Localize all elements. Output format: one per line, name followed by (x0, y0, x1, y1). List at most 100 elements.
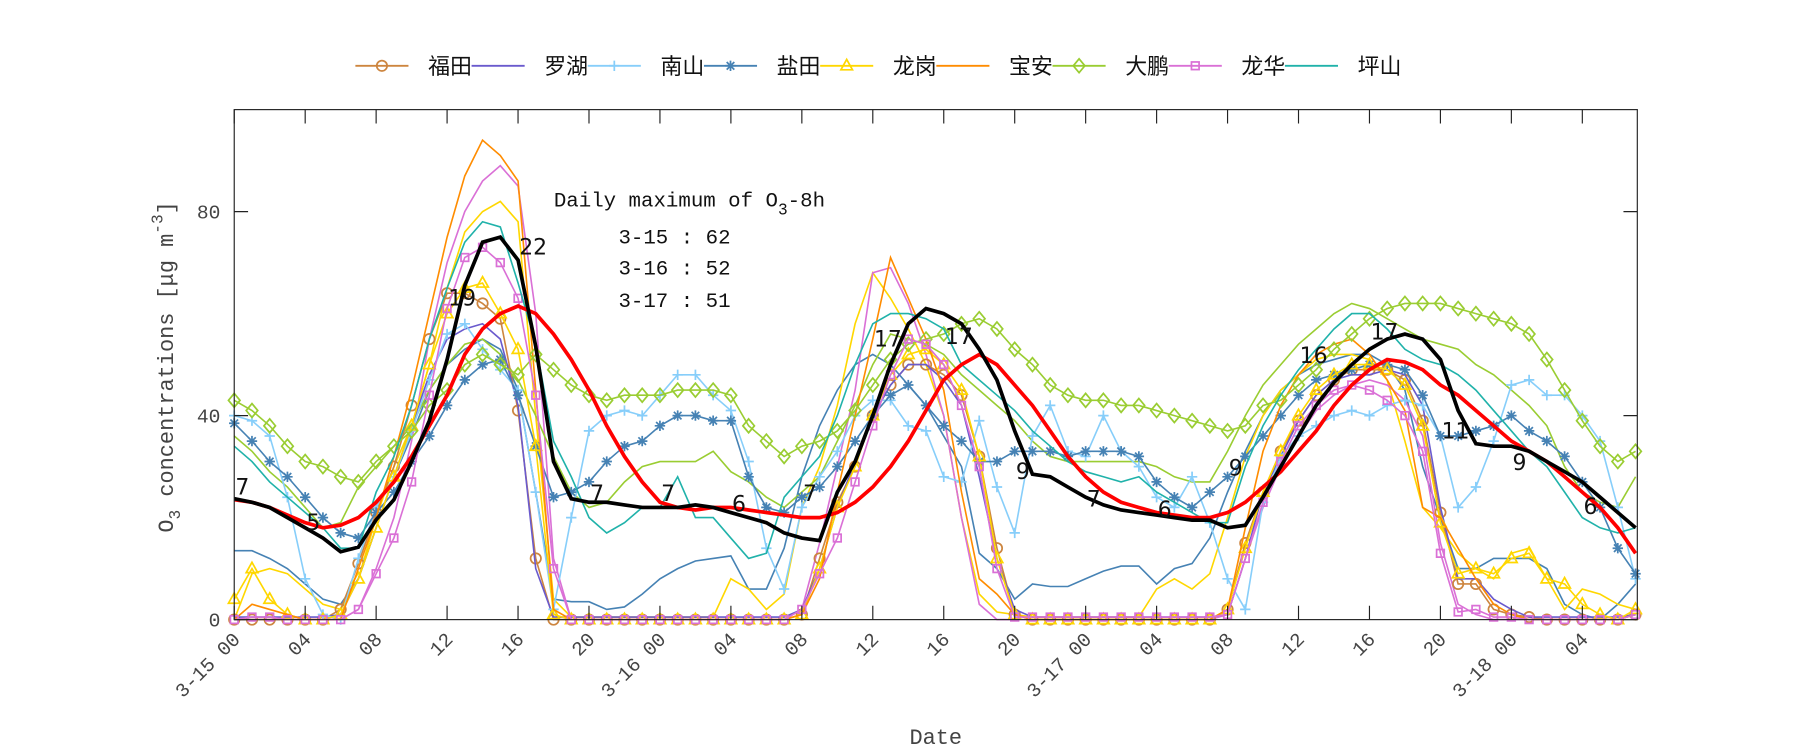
series-6 (227, 295, 1643, 491)
data-point-marker (725, 405, 737, 416)
mean-line-hour-label: 11 (1442, 419, 1470, 444)
data-point-marker (1450, 565, 1466, 579)
data-point-marker (637, 435, 648, 447)
data-point-marker (903, 334, 913, 344)
data-point-marker (1149, 611, 1164, 625)
data-point-marker (298, 453, 313, 470)
mean-line (233, 234, 1637, 554)
mean-line-hour-label: 7 (1087, 488, 1101, 513)
data-point-marker (1186, 502, 1198, 513)
data-point-marker (1114, 397, 1129, 414)
data-point-marker (1630, 609, 1641, 620)
data-point-marker (246, 435, 258, 447)
data-point-marker (441, 328, 453, 340)
data-point-marker (617, 386, 632, 404)
legend-item: 南山 (587, 55, 704, 80)
data-point-marker (1452, 502, 1464, 513)
data-point-marker (1399, 364, 1411, 375)
mean-line-hour-label: 6 (1158, 498, 1172, 523)
data-point-marker (1504, 550, 1519, 564)
legend-item: 坪山 (1284, 55, 1401, 80)
data-point-marker (1470, 481, 1482, 493)
data-point-marker (548, 563, 559, 574)
annotation-line-3: 3-17 : 51 (618, 291, 730, 314)
data-point-marker (814, 471, 825, 483)
data-point-marker (724, 386, 738, 404)
data-point-marker (475, 346, 490, 363)
data-point-marker (1593, 437, 1607, 455)
plot-frame (233, 109, 1638, 621)
data-point-marker (670, 381, 685, 399)
data-point-marker (1309, 381, 1324, 396)
data-point-marker (1612, 543, 1623, 554)
data-point-marker (1257, 430, 1269, 442)
data-point-marker (1471, 604, 1481, 615)
data-point-marker (936, 325, 951, 343)
data-point-marker (1096, 611, 1111, 625)
x-tick-label: 20 (1419, 629, 1451, 661)
data-point-marker (1220, 422, 1235, 440)
data-point-marker (707, 415, 719, 426)
data-point-marker (441, 400, 453, 411)
data-point-marker (850, 477, 860, 487)
data-point-marker (1169, 492, 1180, 503)
data-point-marker (1184, 611, 1200, 625)
data-point-marker (493, 356, 508, 373)
unlabeled-series-line-3 (233, 302, 1637, 529)
data-point-marker (1027, 612, 1038, 622)
data-point-marker (1506, 379, 1517, 391)
data-point-marker (1382, 395, 1392, 405)
data-point-marker (707, 390, 719, 401)
y-tick-label: 80 (197, 203, 221, 225)
data-point-marker (264, 456, 275, 467)
line-labels: 7 5 19 22 7 7 6 7 17 17 9 7 6 9 16 17 11 9 6 (235, 236, 1597, 536)
data-point-marker (1415, 417, 1430, 431)
series-line (233, 220, 1636, 560)
data-point-marker (1061, 386, 1075, 404)
data-point-marker (777, 448, 792, 465)
data-point-marker (1398, 295, 1412, 312)
data-point-marker (903, 379, 914, 391)
x-tick-label: 20 (568, 629, 600, 661)
data-point-marker (1098, 410, 1109, 421)
y-tick-label: 0 (209, 611, 221, 633)
series-line (233, 138, 1636, 621)
legend-label: 罗湖 (544, 55, 588, 80)
data-point-marker (1435, 430, 1446, 442)
data-point-marker (1098, 446, 1109, 457)
data-point-marker (1063, 612, 1073, 622)
legend-marker-circle-icon (375, 59, 388, 72)
data-point-marker (974, 461, 984, 472)
data-point-marker (743, 456, 754, 467)
data-point-marker (1522, 325, 1536, 343)
series-line (233, 302, 1636, 483)
x-axis-label: Date (909, 726, 962, 750)
data-point-marker (1025, 356, 1040, 373)
data-point-marker (796, 492, 808, 503)
x-tick-label: 12 (426, 629, 458, 661)
data-point-marker (371, 569, 381, 579)
data-point-marker (1009, 527, 1020, 539)
data-point-marker (1291, 376, 1306, 394)
data-point-marker (1060, 611, 1076, 625)
data-point-marker (477, 344, 488, 355)
data-point-marker (477, 359, 488, 370)
data-point-marker (1007, 341, 1022, 358)
data-point-marker (245, 402, 259, 419)
data-point-marker (759, 432, 774, 450)
legend-item: 福田 (355, 55, 472, 80)
legend-item: 大鹏 (1052, 55, 1169, 80)
data-point-marker (778, 507, 790, 518)
data-point-marker (1204, 486, 1216, 498)
data-point-marker (564, 376, 579, 394)
x-tick-label: 08 (355, 629, 387, 661)
x-tick-label: 16 (497, 629, 529, 661)
data-point-marker (1557, 575, 1572, 589)
mean-line-hour-label: 9 (1016, 460, 1030, 485)
mean-line-hour-label: 22 (519, 236, 547, 261)
data-point-marker (991, 481, 1003, 493)
data-point-marker (794, 437, 809, 455)
data-point-marker (528, 346, 543, 363)
data-point-marker (459, 374, 471, 386)
data-point-marker (1080, 446, 1091, 457)
